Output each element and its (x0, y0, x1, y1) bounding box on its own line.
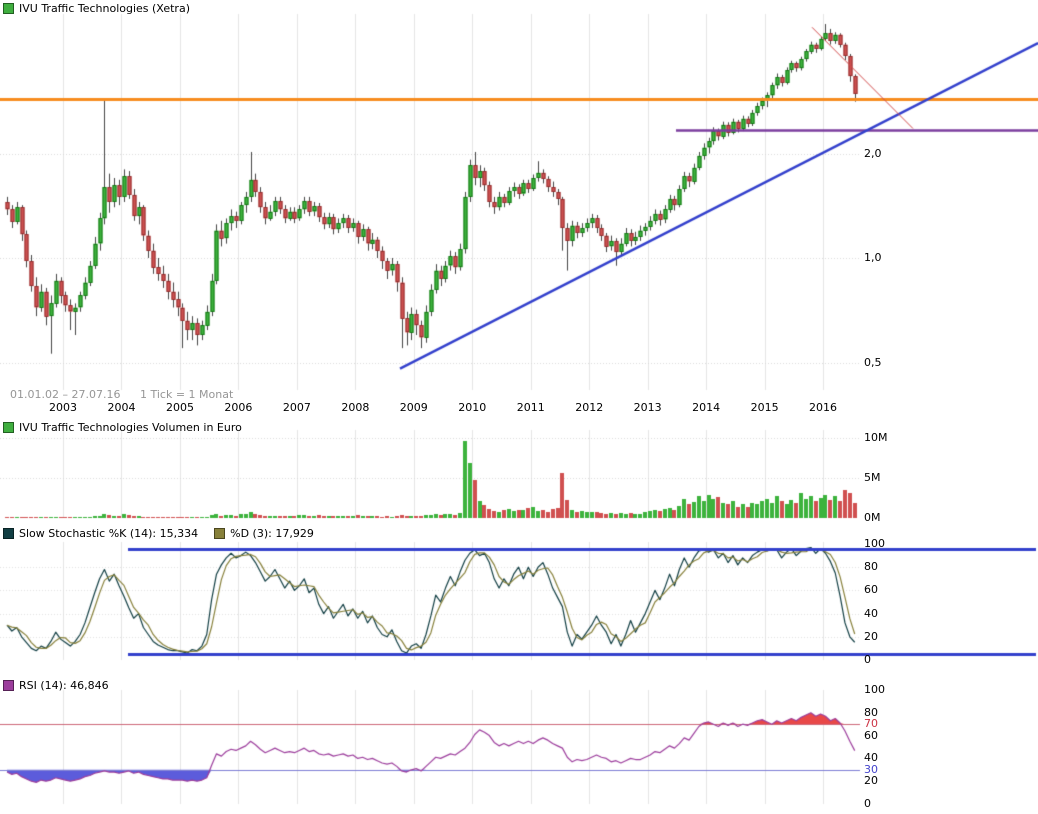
stochastic-axis-label: 40 (864, 608, 878, 620)
stochastic-d-swatch (214, 528, 225, 539)
x-axis-year-label: 2003 (47, 402, 79, 414)
volume-legend-label: IVU Traffic Technologies Volumen in Euro (19, 421, 242, 434)
stochastic-axis-label: 60 (864, 584, 878, 596)
price-series-swatch (3, 3, 14, 14)
x-axis-year-label: 2015 (749, 402, 781, 414)
volume-axis-label: 5M (864, 472, 881, 484)
price-axis-label: 1,0 (864, 252, 882, 264)
chart-info-line: 01.01.02 – 27.07.16 1 Tick = 1 Monat (10, 388, 233, 401)
x-axis-year-label: 2011 (515, 402, 547, 414)
x-axis-year-label: 2004 (105, 402, 137, 414)
main-chart-legend: IVU Traffic Technologies (Xetra) (3, 2, 190, 15)
volume-legend: IVU Traffic Technologies Volumen in Euro (3, 421, 242, 434)
stochastic-k-label: Slow Stochastic %K (14): 15,334 (19, 527, 198, 540)
rsi-axis-label: 100 (864, 684, 885, 696)
main-chart-title: IVU Traffic Technologies (Xetra) (19, 2, 190, 15)
price-axis-label: 0,5 (864, 357, 882, 369)
rsi-axis-label: 20 (864, 775, 878, 787)
rsi-legend-label: RSI (14): 46,846 (19, 679, 109, 692)
x-axis-year-label: 2012 (573, 402, 605, 414)
stochastic-axis-label: 80 (864, 561, 878, 573)
x-axis-year-label: 2005 (164, 402, 196, 414)
x-axis-year-label: 2007 (281, 402, 313, 414)
x-axis-year-label: 2006 (222, 402, 254, 414)
price-axis-label: 2,0 (864, 148, 882, 160)
tick-interval-label: 1 Tick = 1 Monat (140, 388, 233, 401)
volume-axis-label: 0M (864, 512, 881, 524)
rsi-legend: RSI (14): 46,846 (3, 679, 109, 692)
stochastic-axis-label: 100 (864, 538, 885, 550)
chart-page: IVU Traffic Technologies (Xetra) 01.01.0… (0, 0, 1038, 814)
volume-axis-label: 10M (864, 432, 888, 444)
rsi-axis-label: 0 (864, 798, 871, 810)
x-axis-year-label: 2008 (339, 402, 371, 414)
date-range-label: 01.01.02 – 27.07.16 (10, 388, 120, 401)
x-axis-year-label: 2009 (398, 402, 430, 414)
x-axis-year-label: 2016 (807, 402, 839, 414)
x-axis-year-label: 2010 (456, 402, 488, 414)
x-axis-year-label: 2014 (690, 402, 722, 414)
x-axis-year-label: 2013 (632, 402, 664, 414)
stochastic-axis-label: 20 (864, 631, 878, 643)
stochastic-axis-label: 0 (864, 654, 871, 666)
rsi-axis-label: 60 (864, 730, 878, 742)
stochastic-legend: Slow Stochastic %K (14): 15,334 %D (3): … (3, 527, 314, 540)
stochastic-k-swatch (3, 528, 14, 539)
volume-series-swatch (3, 422, 14, 433)
rsi-series-swatch (3, 680, 14, 691)
stochastic-d-label: %D (3): 17,929 (230, 527, 314, 540)
